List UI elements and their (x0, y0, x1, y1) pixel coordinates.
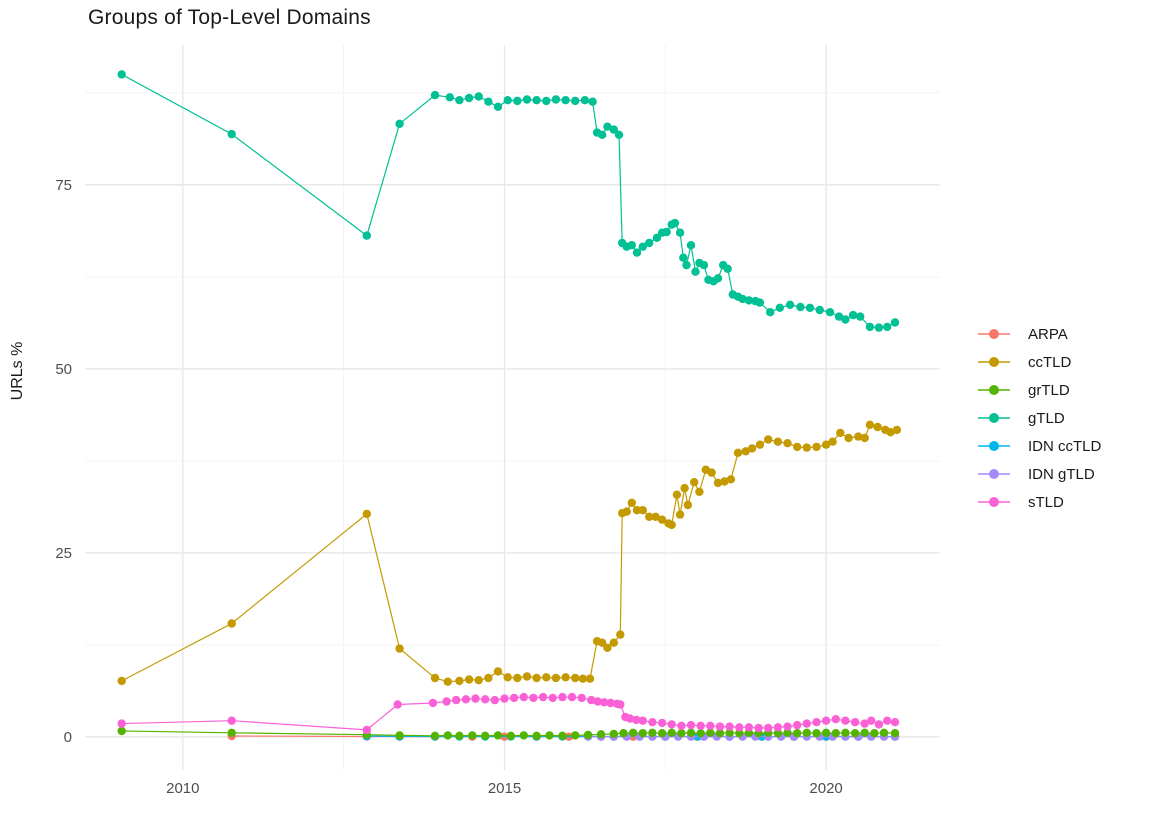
series-stld (117, 692, 900, 735)
y-tick-label: 25 (55, 545, 72, 562)
legend-item-idn-gtld: IDN gTLD (976, 460, 1101, 488)
legend-label: gTLD (1028, 409, 1065, 427)
legend: ARPA ccTLD grTLD gTLD IDN ccTLD IDN gTLD sTLD (976, 320, 1101, 516)
legend-label: IDN gTLD (1028, 465, 1095, 483)
legend-key-icon (978, 413, 1010, 423)
series-grtld (117, 726, 900, 740)
y-axis-tick-labels: 0 25 50 75 (55, 177, 72, 746)
legend-item-cctld: ccTLD (976, 348, 1101, 376)
legend-key-icon (978, 329, 1010, 339)
x-axis-tick-labels: 2010 2015 2020 (166, 780, 843, 797)
chart-title: Groups of Top-Level Domains (88, 6, 371, 29)
legend-item-gtld: gTLD (976, 404, 1101, 432)
minor-gridlines (85, 45, 940, 770)
legend-key-icon (978, 357, 1010, 367)
legend-label: ccTLD (1028, 353, 1072, 371)
x-tick-label: 2010 (166, 780, 199, 797)
legend-key-icon (978, 441, 1010, 451)
y-tick-label: 0 (64, 729, 72, 746)
legend-key-icon (978, 469, 1010, 479)
series-gtld (117, 70, 900, 332)
series-cctld (117, 420, 902, 686)
x-tick-label: 2020 (809, 780, 842, 797)
legend-item-idn-cctld: IDN ccTLD (976, 432, 1101, 460)
major-gridlines (85, 45, 940, 770)
y-tick-label: 50 (55, 361, 72, 378)
legend-label: IDN ccTLD (1028, 437, 1102, 455)
legend-label: grTLD (1028, 381, 1070, 399)
legend-label: sTLD (1028, 493, 1064, 511)
legend-item-grtld: grTLD (976, 376, 1101, 404)
x-tick-label: 2015 (488, 780, 521, 797)
legend-item-arpa: ARPA (976, 320, 1101, 348)
legend-key-icon (978, 385, 1010, 395)
y-tick-label: 75 (55, 177, 72, 194)
legend-label: ARPA (1028, 325, 1068, 343)
legend-item-stld: sTLD (976, 488, 1101, 516)
legend-key-icon (978, 497, 1010, 507)
